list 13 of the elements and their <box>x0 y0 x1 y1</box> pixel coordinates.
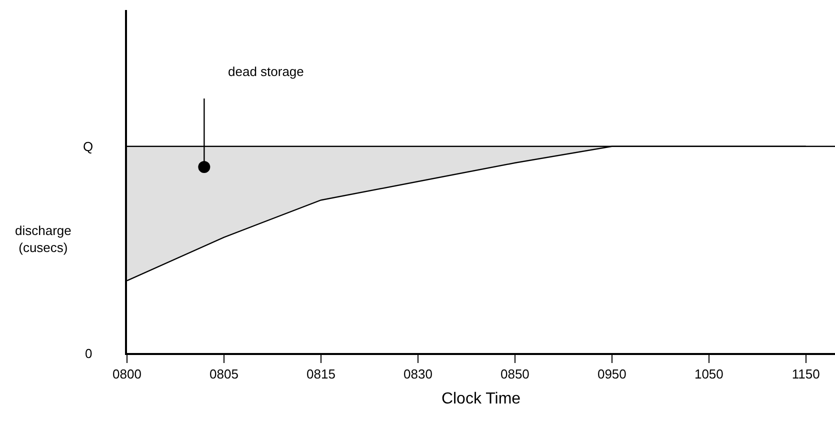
x-tick-label: 0950 <box>597 366 626 382</box>
text: 0 <box>85 346 92 361</box>
text: Q <box>83 139 94 154</box>
x-tick-label: 0815 <box>306 366 336 382</box>
x-tick-label: 0800 <box>112 366 142 382</box>
x-tick-label: 1050 <box>694 366 724 382</box>
x-tick-label: 0805 <box>210 366 238 382</box>
x-tick-label: 1150 <box>792 366 820 382</box>
x-axis-title: Clock Time <box>441 390 521 408</box>
x-tick-label: 0850 <box>500 366 530 382</box>
y-axis-title: discharge (cusecs) <box>15 223 72 255</box>
x-tick-label: 0830 <box>404 366 432 382</box>
text: dead storage <box>228 64 304 79</box>
